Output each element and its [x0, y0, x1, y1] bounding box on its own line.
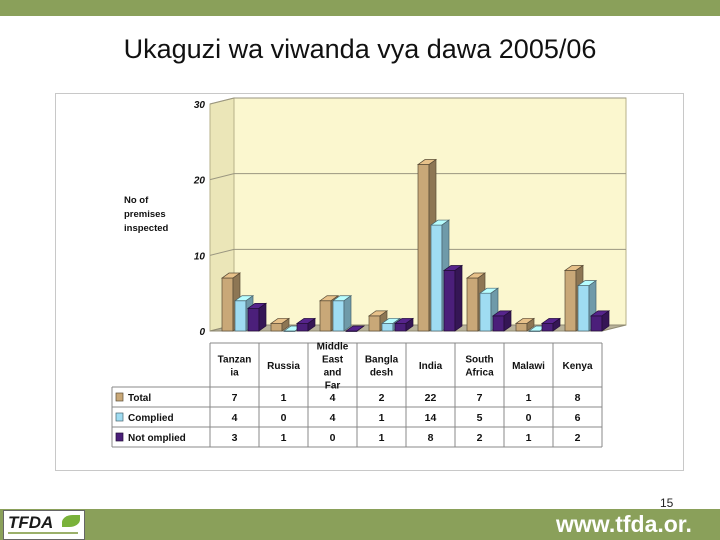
- y-axis-label: premises: [124, 209, 166, 220]
- logo-underline: [8, 532, 78, 534]
- category-label: South: [465, 355, 493, 366]
- category-label: Tanzan: [218, 355, 252, 366]
- category-label: desh: [370, 368, 393, 379]
- table-cell-value: 6: [575, 412, 581, 424]
- table-cell-value: 22: [425, 392, 437, 404]
- bar-side-face: [258, 302, 267, 332]
- table-cell-value: 2: [477, 432, 483, 444]
- table-cell-value: 8: [575, 392, 581, 404]
- bar-total: [319, 300, 332, 332]
- bar-total: [515, 323, 528, 332]
- category-label: India: [419, 361, 443, 372]
- table-cell-value: 7: [477, 392, 483, 404]
- bar-complied: [577, 285, 590, 332]
- table-cell-value: 4: [330, 392, 336, 404]
- website-url: www.tfda.or.: [556, 511, 692, 537]
- table-cell-value: 1: [281, 392, 287, 404]
- bar-total: [417, 164, 430, 332]
- gridline: [209, 173, 626, 181]
- gridline: [209, 97, 626, 105]
- bar-not-omplied: [247, 307, 260, 332]
- y-tick-label: 30: [194, 100, 206, 111]
- bar-total: [270, 323, 283, 332]
- slide-title: Ukaguzi wa viwanda vya dawa 2005/06: [123, 34, 597, 64]
- table-cell-value: 2: [379, 392, 385, 404]
- y-axis-label: inspected: [124, 223, 169, 234]
- legend-swatch-total: [115, 392, 124, 402]
- bar-total: [368, 315, 381, 332]
- table-cell-value: 0: [281, 412, 287, 424]
- bar-side-face: [307, 317, 316, 332]
- legend-label: Total: [128, 393, 151, 404]
- bar-total: [564, 270, 577, 332]
- category-label: East: [322, 355, 344, 366]
- bar-complied: [479, 292, 492, 332]
- bar-not-omplied: [492, 315, 505, 332]
- leaf-icon: [62, 515, 80, 527]
- category-label: Far: [325, 381, 341, 392]
- bar-side-face: [454, 264, 463, 332]
- bar-not-omplied: [443, 270, 456, 332]
- bar-not-omplied: [296, 323, 309, 332]
- table-cell-value: 1: [526, 392, 532, 404]
- table-cell-value: 1: [526, 432, 532, 444]
- bottom-band: [0, 509, 720, 540]
- category-label: and: [324, 368, 342, 379]
- category-label: Bangla: [365, 355, 399, 366]
- y-axis-label: No of: [124, 195, 149, 206]
- table-cell-value: 8: [428, 432, 434, 444]
- bar-side-face: [343, 295, 352, 332]
- table-cell-value: 14: [425, 412, 437, 424]
- table-cell-value: 5: [477, 412, 483, 424]
- bar-complied: [381, 323, 394, 332]
- bar-not-omplied: [541, 323, 554, 332]
- top-band: [0, 0, 720, 16]
- category-label: Russia: [267, 361, 300, 372]
- table-cell-value: 0: [526, 412, 532, 424]
- legend-swatch-complied: [115, 412, 124, 422]
- bar-side-face: [601, 310, 610, 332]
- gridline: [209, 248, 626, 256]
- bar-complied: [430, 224, 443, 332]
- bar-not-omplied: [590, 315, 603, 332]
- legend-swatch-not-omplied: [115, 432, 124, 442]
- table-cell-value: 1: [379, 432, 385, 444]
- bar-not-omplied: [394, 323, 407, 332]
- bar-side-face: [281, 317, 290, 332]
- bar-complied: [332, 300, 345, 332]
- category-label: ia: [230, 368, 239, 379]
- legend-label: Complied: [128, 413, 174, 424]
- bar-side-face: [552, 317, 561, 332]
- bar-side-face: [526, 317, 535, 332]
- bar-complied: [234, 300, 247, 332]
- bar-side-face: [356, 325, 365, 332]
- table-cell-value: 4: [232, 412, 238, 424]
- logo-text: TFDA: [8, 513, 54, 532]
- table-cell-value: 4: [330, 412, 336, 424]
- category-label: Africa: [465, 368, 494, 379]
- legend-label: Not omplied: [128, 433, 186, 444]
- table-cell-value: 3: [232, 432, 238, 444]
- bar-side-face: [503, 310, 512, 332]
- bar-total: [221, 277, 234, 332]
- table-cell-value: 0: [330, 432, 336, 444]
- y-tick-label: 0: [199, 327, 205, 338]
- table-cell-value: 1: [281, 432, 287, 444]
- y-tick-label: 20: [193, 176, 206, 187]
- y-tick-label: 10: [194, 251, 206, 262]
- category-label: Malawi: [512, 361, 545, 372]
- chart-frame: 0 10 20 30 No of premises inspected Tanzan ia Rus…: [55, 93, 684, 471]
- bar-total: [466, 277, 479, 332]
- category-label: Kenya: [562, 361, 592, 372]
- table-cell-value: 7: [232, 392, 238, 404]
- tfda-logo: TFDA: [3, 510, 85, 540]
- page-number: 15: [660, 496, 674, 510]
- table-cell-value: 1: [379, 412, 385, 424]
- bar-side-face: [405, 317, 414, 332]
- table-cell-value: 2: [575, 432, 581, 444]
- category-label: Middle: [317, 342, 349, 353]
